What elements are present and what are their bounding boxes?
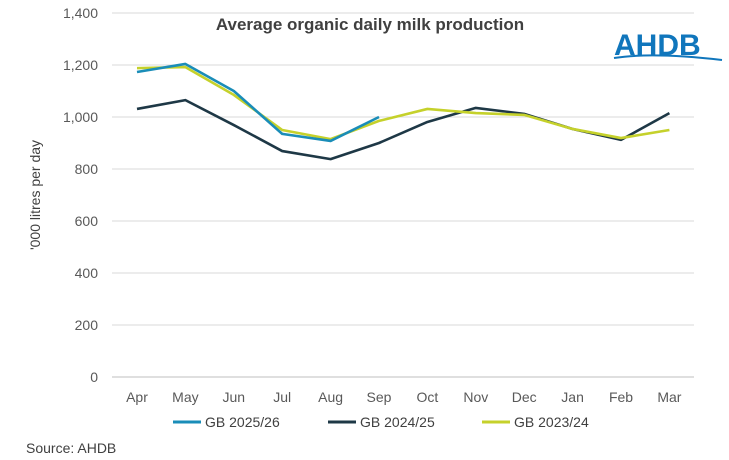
y-tick-label: 1,200 bbox=[63, 57, 98, 73]
x-tick-label: Dec bbox=[512, 389, 537, 405]
legend-label: GB 2024/25 bbox=[360, 414, 435, 430]
y-tick-label: 200 bbox=[75, 317, 99, 333]
y-tick-label: 600 bbox=[75, 213, 99, 229]
ahdb-logo: AHDB bbox=[613, 30, 723, 62]
y-tick-label: 1,000 bbox=[63, 109, 98, 125]
series-line bbox=[136, 65, 670, 141]
y-tick-label: 400 bbox=[75, 265, 99, 281]
x-tick-label: Jun bbox=[223, 389, 246, 405]
legend-label: GB 2023/24 bbox=[514, 414, 589, 430]
legend-label: GB 2025/26 bbox=[205, 414, 280, 430]
x-tick-label: May bbox=[172, 389, 198, 405]
y-tick-label: 0 bbox=[90, 369, 98, 385]
y-axis-label: '000 litres per day bbox=[27, 140, 43, 250]
x-tick-label: Jan bbox=[561, 389, 584, 405]
x-tick-label: Jul bbox=[273, 389, 291, 405]
x-tick-label: Nov bbox=[463, 389, 488, 405]
x-tick-label: Sep bbox=[367, 389, 392, 405]
line-chart: 0 200 400 600 800 1,000 1,200 1,400 Apr May Jun Jul… bbox=[27, 5, 694, 430]
x-tick-label: Oct bbox=[417, 389, 439, 405]
x-tick-label: Feb bbox=[609, 389, 633, 405]
series-line bbox=[136, 62, 380, 143]
chart-title: Average organic daily milk production bbox=[215, 15, 525, 34]
series-line bbox=[136, 98, 671, 161]
source-note: Source: AHDB bbox=[26, 440, 117, 456]
x-tick-label: Aug bbox=[318, 389, 343, 405]
x-tick-label: Mar bbox=[657, 389, 681, 405]
y-tick-label: 1,400 bbox=[63, 5, 98, 21]
y-tick-label: 800 bbox=[75, 161, 99, 177]
x-tick-label: Apr bbox=[126, 389, 148, 405]
